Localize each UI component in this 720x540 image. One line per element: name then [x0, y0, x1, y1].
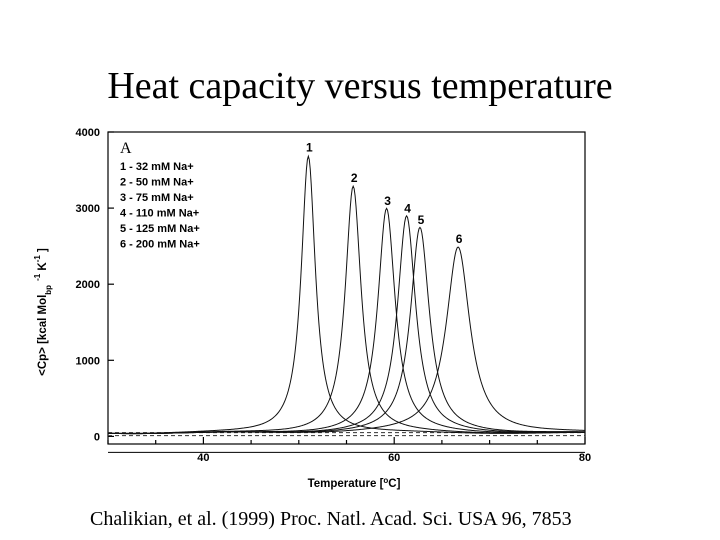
peak-label-5: 5 [418, 213, 425, 227]
legend: 1 - 32 mM Na+ 2 - 50 mM Na+ 3 - 75 mM Na+ 4… [120, 161, 200, 251]
citation: Chalikian, et al. (1999) Proc. Natl. Aca… [90, 508, 572, 530]
series-6-curve [107, 246, 586, 435]
series-curves [107, 154, 586, 435]
series-5-curve [107, 226, 586, 435]
legend-entry: 2 - 50 mM Na+ [120, 177, 194, 189]
legend-entry: 1 - 32 mM Na+ [120, 161, 194, 173]
heat-capacity-chart: 0 1000 2000 3000 4000 40 60 80 1 2 345 6 1 - 32 mM… [33, 127, 592, 490]
peak-label-1: 1 [306, 141, 313, 155]
peak-label-3: 3 [384, 194, 391, 208]
peak-label-6: 6 [456, 232, 463, 246]
peak-label-4: 4 [404, 202, 411, 216]
y-tick-label: 2000 [76, 279, 100, 291]
axis-tick-labels: 0 1000 2000 3000 4000 40 60 80 [76, 127, 592, 464]
y-tick-label: 0 [94, 431, 100, 443]
y-tick-label: 1000 [76, 355, 100, 367]
axis-ticks [107, 131, 586, 444]
legend-entry: 3 - 75 mM Na+ [120, 192, 194, 204]
peak-label-2: 2 [351, 171, 358, 185]
slide-title: Heat capacity versus temperature [107, 65, 613, 107]
x-tick-label: 60 [388, 452, 400, 464]
y-axis-title: <Cp> [kcal Molbp-1 K-1 ] [33, 248, 53, 376]
x-tick-label: 80 [579, 452, 591, 464]
legend-entry: 4 - 110 mM Na+ [120, 208, 199, 220]
x-tick-label: 40 [197, 452, 209, 464]
peak-labels: 1 2 345 6 [306, 141, 463, 246]
legend-entry: 5 - 125 mM Na+ [120, 223, 200, 235]
panel-letter: A [120, 140, 132, 157]
x-axis-title: Temperature [oC] [308, 476, 401, 490]
legend-entry: 6 - 200 mM Na+ [120, 239, 200, 251]
y-tick-label: 4000 [76, 127, 100, 139]
y-tick-label: 3000 [76, 203, 100, 215]
